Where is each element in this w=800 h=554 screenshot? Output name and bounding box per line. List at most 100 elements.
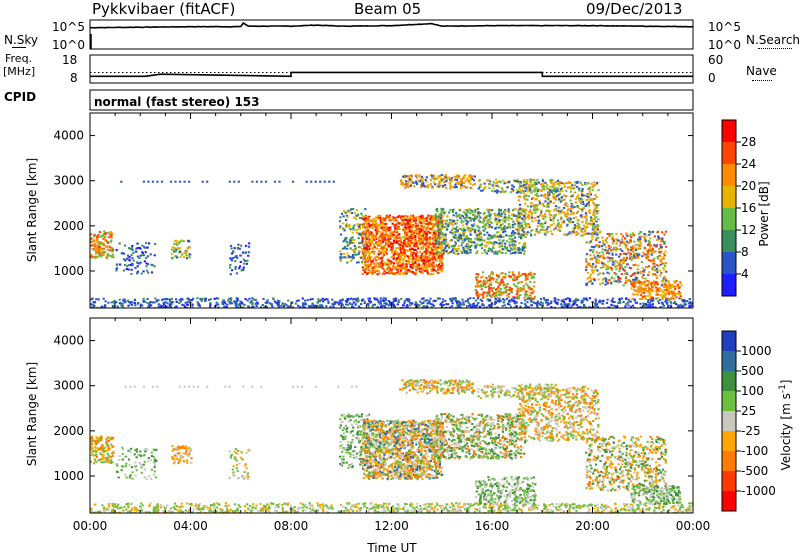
data-cell <box>365 243 368 246</box>
data-cell <box>635 244 638 246</box>
data-cell <box>460 186 463 189</box>
data-cell <box>569 221 572 224</box>
data-cell <box>366 235 369 238</box>
data-cell <box>535 207 539 210</box>
data-cell <box>423 266 426 269</box>
data-cell <box>350 260 353 262</box>
data-cell <box>412 257 415 260</box>
data-cell <box>266 301 269 304</box>
data-cell <box>483 211 486 214</box>
data-cell <box>280 305 283 308</box>
data-cell <box>370 247 374 250</box>
data-cell <box>391 242 394 245</box>
data-cell <box>182 240 185 243</box>
data-cell <box>454 235 457 238</box>
data-cell <box>416 230 419 233</box>
data-cell <box>532 290 535 293</box>
data-cell <box>469 174 472 177</box>
data-cell <box>391 245 395 248</box>
data-cell <box>424 233 427 236</box>
data-cell <box>653 265 656 268</box>
data-cell <box>413 185 416 188</box>
data-cell <box>454 178 457 181</box>
data-cell <box>393 218 396 221</box>
data-cell <box>453 297 456 300</box>
data-cell <box>103 230 106 233</box>
data-cell <box>407 257 411 260</box>
data-cell <box>146 269 149 272</box>
data-cell <box>387 240 390 243</box>
data-cell <box>400 217 404 220</box>
data-cell <box>479 298 482 301</box>
data-cell <box>389 263 392 266</box>
data-cell <box>132 251 135 254</box>
data-cell <box>582 207 585 210</box>
data-cell <box>417 257 420 260</box>
data-cell <box>425 299 428 302</box>
data-cell <box>456 219 459 222</box>
data-cell <box>417 266 420 269</box>
data-cell <box>593 214 596 217</box>
data-cell <box>217 297 220 300</box>
data-cell <box>539 214 542 217</box>
data-cell <box>651 230 655 233</box>
data-cell <box>452 251 455 254</box>
data-cell <box>496 281 499 284</box>
data-cell <box>627 301 630 304</box>
data-cell <box>495 226 498 229</box>
data-cell <box>349 303 352 306</box>
data-cell <box>524 186 527 189</box>
data-cell <box>497 293 500 296</box>
data-cell <box>510 239 513 242</box>
data-cell <box>278 300 281 303</box>
data-cell <box>500 228 503 231</box>
data-cell <box>498 209 501 212</box>
data-cell <box>405 265 408 268</box>
data-cell <box>379 263 382 266</box>
data-cell <box>517 295 520 298</box>
data-cell <box>595 196 598 198</box>
data-cell <box>554 208 557 211</box>
data-cell <box>523 303 526 306</box>
data-cell <box>367 304 370 307</box>
data-cell <box>607 306 610 308</box>
data-cell <box>577 223 581 226</box>
data-cell <box>98 247 101 250</box>
data-cell <box>548 212 551 215</box>
data-cell <box>507 234 510 237</box>
data-cell <box>525 225 528 227</box>
data-cell <box>453 175 456 178</box>
data-cell <box>470 239 473 242</box>
data-cell <box>354 250 357 253</box>
data-cell <box>410 242 413 244</box>
data-cell <box>375 237 378 240</box>
data-cell <box>557 298 560 301</box>
data-cell <box>457 176 460 179</box>
data-cell <box>521 229 524 232</box>
data-cell <box>370 261 373 264</box>
data-cell <box>657 300 660 303</box>
data-cell <box>509 235 512 238</box>
data-cell <box>451 249 454 252</box>
data-cell <box>579 202 582 205</box>
data-cell <box>520 223 524 225</box>
data-cell <box>236 298 239 301</box>
data-cell <box>388 300 391 303</box>
data-cell <box>474 228 477 231</box>
freq-unit-label: [MHz] <box>3 65 36 78</box>
data-cell <box>467 305 471 307</box>
data-cell <box>405 248 408 251</box>
data-cell <box>638 236 641 239</box>
data-cell <box>492 277 495 280</box>
data-cell <box>221 303 224 305</box>
data-cell <box>376 230 379 233</box>
data-cell <box>497 212 501 215</box>
data-cell <box>441 234 445 236</box>
data-cell <box>179 256 182 259</box>
data-cell <box>641 275 644 278</box>
data-cell <box>529 294 532 297</box>
data-cell <box>389 232 392 235</box>
data-cell <box>222 299 225 302</box>
data-cell <box>665 302 668 305</box>
data-cell <box>567 303 570 306</box>
